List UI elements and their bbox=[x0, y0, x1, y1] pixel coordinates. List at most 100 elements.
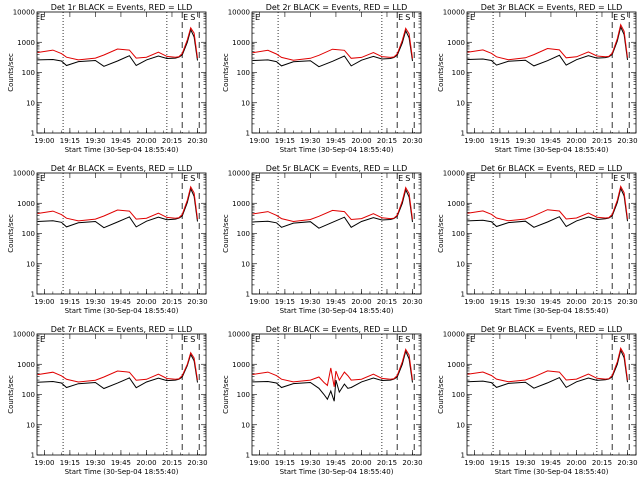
series-line-events bbox=[37, 187, 198, 229]
x-tick-label: 19:45 bbox=[111, 137, 131, 145]
series-line-events bbox=[37, 353, 198, 390]
y-axis-label: Counts/sec bbox=[437, 214, 445, 253]
x-tick-label: 19:30 bbox=[300, 459, 320, 467]
x-tick-label: 20:15 bbox=[377, 298, 397, 306]
panel-mark: E bbox=[40, 13, 45, 22]
x-tick-label: 19:00 bbox=[249, 137, 269, 145]
y-tick-label: 10000 bbox=[13, 9, 35, 17]
x-axis-label: Start Time (30-Sep-04 18:55:40) bbox=[65, 468, 179, 476]
plot-frame bbox=[36, 172, 207, 295]
x-tick-label: 20:15 bbox=[592, 298, 612, 306]
series-line-events bbox=[252, 188, 413, 229]
series-line-lld bbox=[37, 351, 198, 383]
x-tick-label: 20:15 bbox=[377, 459, 397, 467]
y-tick-label: 100 bbox=[452, 69, 465, 77]
panel-mark: E bbox=[613, 174, 618, 183]
x-tick-label: 19:00 bbox=[249, 459, 269, 467]
y-tick-label: 1000 bbox=[17, 200, 35, 208]
plot-frame bbox=[36, 11, 207, 134]
x-tick-label: 19:30 bbox=[515, 459, 535, 467]
y-tick-label: 10 bbox=[26, 421, 35, 429]
x-tick-label: 20:00 bbox=[566, 298, 586, 306]
y-axis-label: Counts/sec bbox=[7, 375, 15, 414]
chart-panel-4: Det 4r BLACK = Events, RED = LLD 1 10 100 10… bbox=[7, 164, 208, 315]
panel-title: Det 7r BLACK = Events, RED = LLD bbox=[51, 325, 193, 334]
y-tick-label: 1000 bbox=[232, 361, 250, 369]
panel-mark: E bbox=[183, 335, 188, 344]
y-axis-label: Counts/sec bbox=[222, 375, 230, 414]
panel-title: Det 1r BLACK = Events, RED = LLD bbox=[51, 3, 193, 12]
panel-title: Det 8r BLACK = Events, RED = LLD bbox=[266, 325, 408, 334]
y-tick-label: 1000 bbox=[232, 200, 250, 208]
x-tick-label: 20:30 bbox=[402, 298, 422, 306]
x-tick-label: 19:30 bbox=[85, 137, 105, 145]
x-tick-label: 19:00 bbox=[464, 459, 484, 467]
y-tick-label: 10000 bbox=[443, 9, 465, 17]
y-tick-label: 10 bbox=[26, 99, 35, 107]
x-tick-label: 20:30 bbox=[187, 459, 207, 467]
x-tick-label: 19:15 bbox=[275, 137, 295, 145]
x-axis-label: Start Time (30-Sep-04 18:55:40) bbox=[65, 146, 179, 154]
plot-frame bbox=[466, 172, 637, 295]
chart-panel-7: Det 7r BLACK = Events, RED = LLD 1 10 100 10… bbox=[7, 325, 208, 476]
panel-title: Det 2r BLACK = Events, RED = LLD bbox=[266, 3, 408, 12]
x-tick-label: 19:45 bbox=[111, 298, 131, 306]
y-tick-label: 1000 bbox=[447, 39, 465, 47]
panel-title: Det 4r BLACK = Events, RED = LLD bbox=[51, 164, 193, 173]
x-tick-label: 20:15 bbox=[592, 459, 612, 467]
x-tick-label: 19:15 bbox=[60, 459, 80, 467]
plot-frame bbox=[251, 11, 422, 134]
x-tick-label: 19:15 bbox=[490, 137, 510, 145]
chart-panel-5: Det 5r BLACK = Events, RED = LLD 1 10 100 10… bbox=[222, 164, 423, 315]
y-tick-label: 1 bbox=[461, 291, 465, 299]
panel-mark: E bbox=[613, 13, 618, 22]
y-tick-label: 10 bbox=[456, 99, 465, 107]
x-tick-label: 19:45 bbox=[111, 459, 131, 467]
series-line-events bbox=[252, 349, 413, 402]
x-tick-label: 20:00 bbox=[136, 298, 156, 306]
panel-mark: E bbox=[398, 174, 403, 183]
panel-mark: E bbox=[255, 174, 260, 183]
x-tick-label: 20:15 bbox=[377, 137, 397, 145]
y-tick-label: 10000 bbox=[443, 331, 465, 339]
x-tick-label: 19:30 bbox=[515, 298, 535, 306]
x-tick-label: 19:45 bbox=[541, 459, 561, 467]
series-line-lld bbox=[467, 185, 628, 222]
plot-frame bbox=[36, 333, 207, 456]
x-tick-label: 20:00 bbox=[351, 298, 371, 306]
x-axis-label: Start Time (30-Sep-04 18:55:40) bbox=[495, 307, 609, 315]
panel-title: Det 5r BLACK = Events, RED = LLD bbox=[266, 164, 408, 173]
y-tick-label: 10 bbox=[456, 260, 465, 268]
y-tick-label: 100 bbox=[237, 391, 250, 399]
x-tick-label: 20:30 bbox=[187, 137, 207, 145]
y-tick-label: 1000 bbox=[17, 39, 35, 47]
x-tick-label: 20:30 bbox=[617, 137, 637, 145]
y-tick-label: 100 bbox=[22, 230, 35, 238]
x-tick-label: 19:00 bbox=[464, 137, 484, 145]
y-tick-label: 10 bbox=[26, 260, 35, 268]
y-tick-label: 10 bbox=[456, 421, 465, 429]
chart-panel-1: Det 1r BLACK = Events, RED = LLD 1 10 100 10… bbox=[7, 3, 208, 154]
x-axis-label: Start Time (30-Sep-04 18:55:40) bbox=[495, 146, 609, 154]
y-tick-label: 1 bbox=[246, 130, 250, 138]
panel-mark: S bbox=[405, 13, 410, 22]
chart-panel-8: Det 8r BLACK = Events, RED = LLD 1 10 100 10… bbox=[222, 325, 423, 476]
y-tick-label: 1000 bbox=[447, 361, 465, 369]
x-tick-label: 20:30 bbox=[617, 298, 637, 306]
x-tick-label: 19:45 bbox=[541, 298, 561, 306]
x-axis-label: Start Time (30-Sep-04 18:55:40) bbox=[65, 307, 179, 315]
x-tick-label: 20:00 bbox=[351, 137, 371, 145]
plot-frame bbox=[251, 172, 422, 295]
x-tick-label: 19:45 bbox=[541, 137, 561, 145]
x-tick-label: 19:00 bbox=[34, 459, 54, 467]
panel-mark: E bbox=[613, 335, 618, 344]
x-tick-label: 19:15 bbox=[275, 298, 295, 306]
panel-mark: S bbox=[190, 13, 195, 22]
panel-mark: E bbox=[40, 174, 45, 183]
panel-mark: E bbox=[470, 13, 475, 22]
y-tick-label: 10000 bbox=[228, 9, 250, 17]
panel-mark: S bbox=[190, 174, 195, 183]
panel-title: Det 9r BLACK = Events, RED = LLD bbox=[481, 325, 623, 334]
x-axis-label: Start Time (30-Sep-04 18:55:40) bbox=[495, 468, 609, 476]
